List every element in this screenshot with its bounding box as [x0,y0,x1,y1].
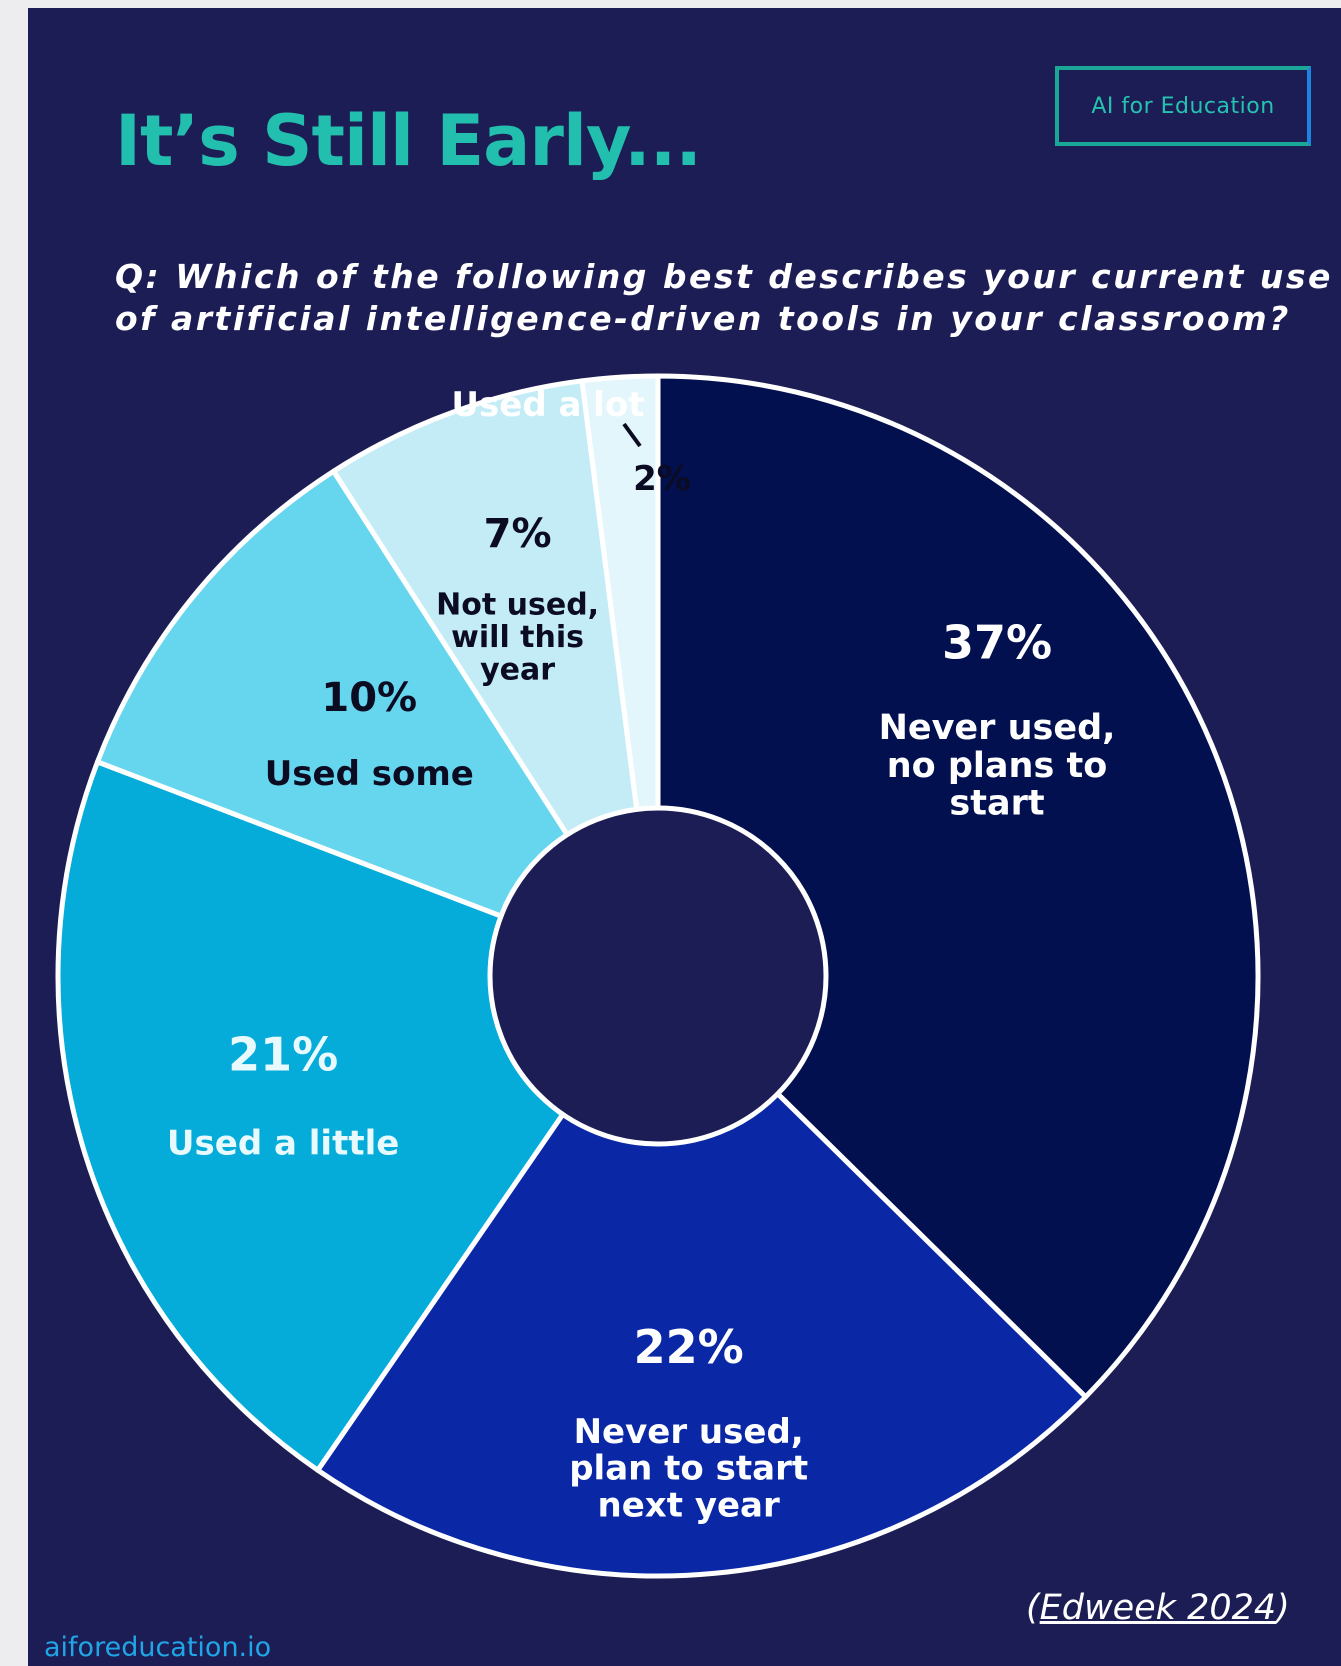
donut-chart: 37% Never used, no plans to start 22% Never u… [55,373,1261,1579]
value-label-used-some: 10% [321,675,417,721]
slice-never-used-plan-to-start-next-year [315,973,1089,1579]
website-link[interactable]: aiforeducation.io [44,1632,272,1663]
category-label-not-used-will-this-year: Not used, will this year [436,588,599,688]
leader-line-used-a-lot [622,422,642,448]
category-label-used-some: Used some [265,754,474,794]
brand-badge: AI for Education [1055,66,1311,146]
value-label-used-a-lot: 2% [633,459,691,499]
question-line-1: Q: Which of the following best describes… [115,257,1333,296]
value-label-not-used-will-this-year: 7% [484,511,552,557]
chart-labels: 37% Never used, no plans to start 22% Never u… [167,385,1116,1525]
source-text: Edweek 2024 [1039,1588,1277,1628]
source-citation: (Edweek 2024) [1026,1588,1290,1628]
source-close-paren: ) [1276,1588,1290,1628]
category-label-never-used-no-plans-to-start: Never used, no plans to start [879,708,1116,824]
brand-label: AI for Education [1091,93,1275,119]
value-label-never-used-plan-to-start-next-year: 22% [634,1320,744,1374]
value-label-used-a-little: 21% [228,1027,338,1081]
slice-never-used-no-plans-to-start [655,373,1261,1400]
value-label-never-used-no-plans-to-start: 37% [942,615,1052,669]
category-label-used-a-little: Used a little [167,1123,399,1163]
category-label-used-a-lot: Used a lot [451,385,644,425]
infographic-card: It’s Still Early... AI for Education Q: … [28,8,1341,1666]
page-title: It’s Still Early... [115,100,702,182]
source-open-paren: ( [1026,1588,1040,1628]
slice-used-some [95,468,661,979]
question-line-2: of artificial intelligence-driven tools … [115,299,1291,338]
category-label-never-used-plan-to-start-next-year: Never used, plan to start next year [569,1412,808,1525]
donut-hole [487,805,829,1147]
survey-question: Q: Which of the following best describes… [115,256,1341,340]
